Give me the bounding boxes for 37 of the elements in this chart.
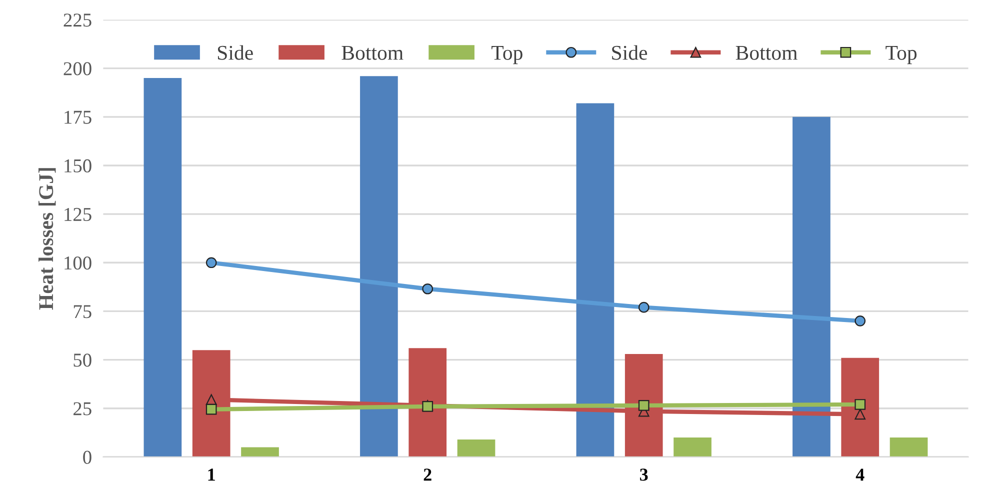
- bar: [576, 103, 614, 457]
- bar: [792, 116, 830, 457]
- legend-label: Side: [218, 45, 253, 60]
- x-tick-label: 4: [856, 468, 864, 481]
- y-tick-label: 100: [64, 256, 92, 270]
- y-tick-label: 25: [74, 402, 92, 416]
- point: [422, 283, 434, 294]
- point: [854, 399, 866, 410]
- bar: [457, 439, 496, 457]
- y-tick-label: 75: [74, 305, 92, 318]
- point: [854, 316, 866, 326]
- y-tick-label: 125: [64, 208, 92, 222]
- y-tick-label: 200: [64, 62, 92, 76]
- legend-label: Top: [886, 46, 917, 64]
- y-tick-label: 0: [83, 450, 92, 464]
- x-tick-label: 1: [208, 468, 215, 481]
- bar: [674, 438, 712, 457]
- point: [206, 404, 217, 415]
- x-tick-label: 3: [640, 468, 648, 481]
- legend-label: Bottom: [342, 46, 404, 60]
- bar: [360, 76, 398, 457]
- y-tick-label: 175: [64, 110, 92, 124]
- legend-label: Top: [492, 46, 522, 64]
- point: [638, 302, 650, 313]
- legend-label: Bottom: [736, 46, 798, 60]
- legend-label: Side: [612, 45, 648, 60]
- y-axis-title: Heat losses [GJ]: [38, 168, 56, 310]
- point: [854, 408, 866, 420]
- bar: [241, 447, 279, 457]
- y-tick-label: 50: [74, 354, 92, 367]
- bar: [144, 78, 182, 457]
- point: [206, 257, 217, 268]
- bar: [890, 438, 928, 457]
- y-tick-label: 150: [64, 159, 92, 172]
- x-tick-label: 2: [424, 468, 432, 481]
- y-tick-label: 225: [64, 14, 92, 27]
- point: [638, 400, 650, 411]
